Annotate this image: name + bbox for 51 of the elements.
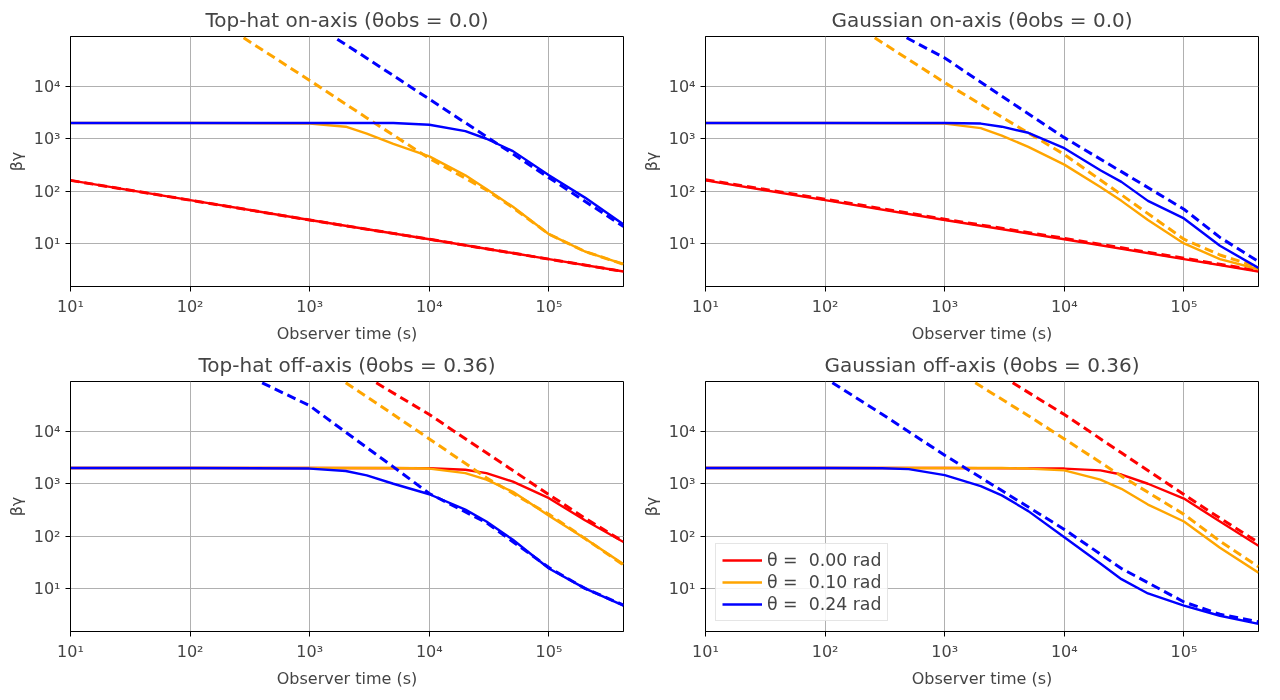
chart-title: Top-hat off-axis (θobs = 0.36) — [197, 352, 496, 377]
y-tick-label: 10¹ — [33, 233, 61, 253]
y-tick-label: 10³ — [668, 474, 696, 494]
x-tick-label: 10⁴ — [415, 641, 443, 661]
legend-label: θ = 0.10 rad — [767, 572, 882, 592]
y-tick-label: 10² — [33, 526, 61, 546]
y-tick-label: 10⁴ — [668, 421, 696, 441]
y-tick-label: 10³ — [33, 474, 61, 494]
x-tick-label: 10⁴ — [415, 296, 443, 316]
y-tick-label: 10³ — [668, 129, 696, 149]
y-axis-title: βγ — [641, 496, 661, 517]
y-axis-title: βγ — [6, 496, 26, 517]
x-tick-label: 10² — [176, 641, 204, 661]
y-tick-label: 10⁴ — [33, 421, 61, 441]
x-tick-label: 10⁵ — [535, 296, 563, 316]
x-tick-label: 10⁵ — [535, 641, 563, 661]
y-tick-label: 10² — [33, 181, 61, 201]
y-tick-label: 10² — [668, 526, 696, 546]
x-axis-title: Observer time (s) — [911, 323, 1053, 343]
x-tick-label: 10³ — [931, 296, 959, 316]
x-tick-label: 10³ — [296, 296, 324, 316]
x-tick-label: 10² — [176, 296, 204, 316]
chart-title: Gaussian off-axis (θobs = 0.36) — [824, 352, 1140, 377]
x-tick-label: 10⁴ — [1050, 296, 1078, 316]
y-tick-label: 10² — [668, 181, 696, 201]
x-axis-title: Observer time (s) — [911, 668, 1053, 688]
x-axis-title: Observer time (s) — [276, 323, 418, 343]
legend-label: θ = 0.00 rad — [767, 550, 882, 570]
legend-label: θ = 0.24 rad — [767, 594, 882, 614]
y-axis-title: βγ — [641, 151, 661, 172]
y-tick-label: 10⁴ — [33, 76, 61, 96]
x-tick-label: 10¹ — [57, 641, 84, 661]
y-tick-label: 10¹ — [668, 578, 696, 598]
x-tick-label: 10⁵ — [1170, 641, 1198, 661]
x-axis-title: Observer time (s) — [276, 668, 418, 688]
x-tick-label: 10¹ — [692, 641, 719, 661]
y-tick-label: 10¹ — [668, 233, 696, 253]
x-tick-label: 10³ — [296, 641, 324, 661]
x-tick-label: 10⁵ — [1170, 296, 1198, 316]
x-tick-label: 10⁴ — [1050, 641, 1078, 661]
x-tick-label: 10² — [811, 296, 839, 316]
y-tick-label: 10⁴ — [668, 76, 696, 96]
x-tick-label: 10¹ — [692, 296, 719, 316]
x-tick-label: 10¹ — [57, 296, 84, 316]
x-tick-label: 10³ — [931, 641, 959, 661]
chart-title: Top-hat on-axis (θobs = 0.0) — [204, 7, 489, 32]
y-tick-label: 10³ — [33, 129, 61, 149]
x-tick-label: 10² — [811, 641, 839, 661]
y-axis-title: βγ — [6, 151, 26, 172]
chart-title: Gaussian on-axis (θobs = 0.0) — [831, 7, 1133, 32]
y-tick-label: 10¹ — [33, 578, 61, 598]
